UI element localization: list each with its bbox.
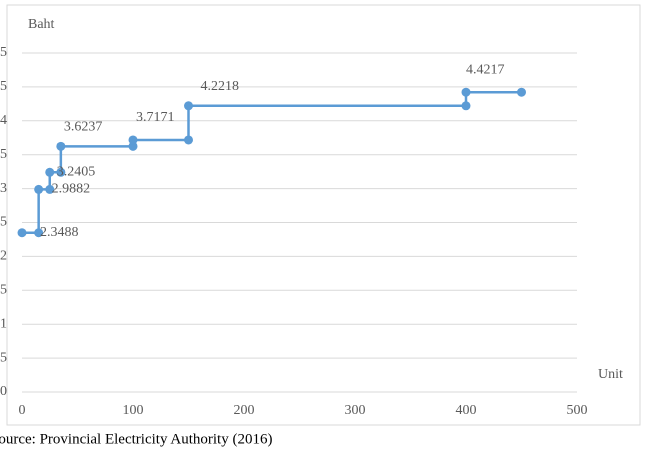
data-point [56, 141, 66, 151]
y-tick-label: 3 [0, 181, 7, 196]
y-tick-label: 2 [0, 249, 7, 264]
x-tick-label: 200 [234, 403, 255, 418]
series-line [22, 90, 522, 235]
y-tick-label: 5 [0, 45, 7, 60]
data-point [45, 167, 55, 177]
x-tick-label: 0 [19, 403, 26, 418]
x-tick-label: 300 [345, 403, 366, 418]
data-point [517, 87, 526, 97]
data-label: 3.6237 [64, 120, 103, 135]
data-point [45, 184, 55, 194]
y-tick-label: 0.5 [0, 350, 7, 365]
data-label: 3.7171 [136, 110, 175, 125]
data-label: 3.2405 [57, 165, 96, 180]
data-label: 4.2218 [201, 79, 240, 94]
y-tick-label: 3.5 [0, 147, 7, 162]
chart-frame [6, 4, 641, 426]
y-tick-label: 0 [0, 384, 7, 399]
x-tick-label: 500 [567, 403, 588, 418]
x-tick-label: 100 [123, 403, 144, 418]
data-point [461, 101, 471, 111]
y-tick-label: 2.5 [0, 215, 7, 230]
data-point [128, 135, 138, 145]
data-point [461, 87, 471, 97]
x-tick-label: 400 [456, 403, 477, 418]
data-point [34, 184, 44, 194]
data-point [17, 228, 27, 238]
x-axis-title: Unit [598, 367, 623, 382]
data-point [184, 101, 193, 111]
data-label: 4.4217 [466, 62, 505, 77]
y-tick-label: 1.5 [0, 283, 7, 298]
y-tick-label: 4 [0, 113, 7, 128]
data-point [56, 167, 66, 177]
y-axis-title: Baht [28, 17, 55, 32]
data-point [128, 141, 138, 151]
data-label: 2.3488 [40, 225, 79, 240]
source-note: Source: Provincial Electricity Authority… [0, 431, 272, 447]
data-label: 2.9882 [52, 182, 91, 197]
data-point [184, 135, 193, 145]
y-tick-label: 1 [0, 316, 7, 331]
y-tick-label: 4.5 [0, 79, 7, 94]
data-point [34, 228, 44, 238]
